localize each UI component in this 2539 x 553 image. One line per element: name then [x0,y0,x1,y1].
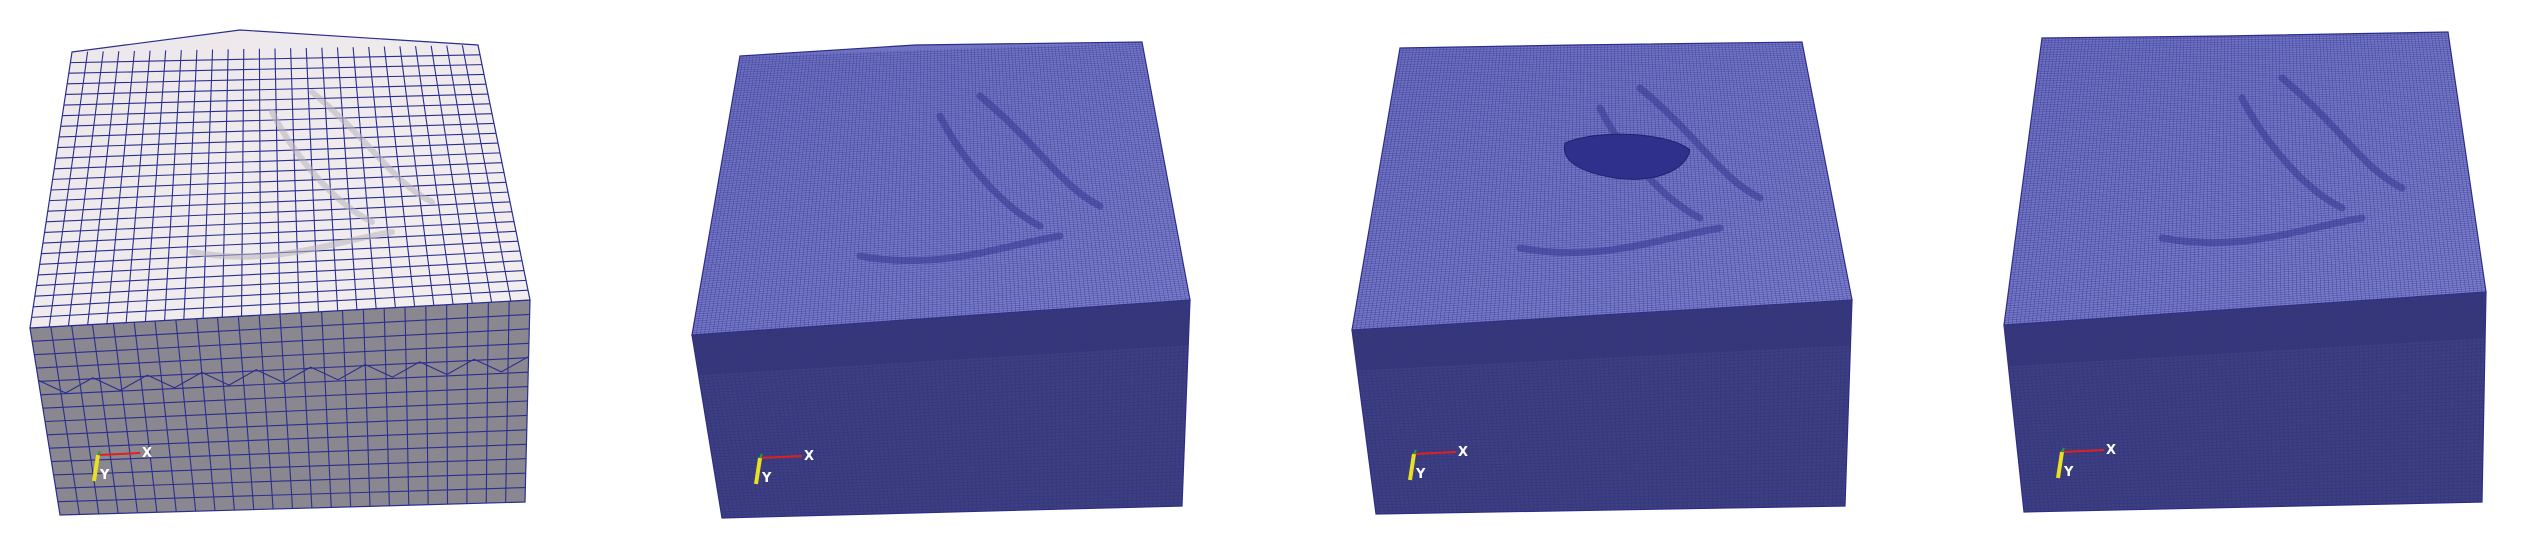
mesh-render-fine: XY [691,41,1191,519]
y-axis-label: Y [1415,467,1426,482]
y-axis-label: Y [99,468,110,483]
z-axis-arrow [97,450,101,456]
x-axis-label: X [142,446,152,461]
x-axis-label: X [1458,445,1468,460]
mesh-strata-band [692,300,1190,376]
orientation-axes: XY [2056,443,2116,480]
refined-mesh-patch [1563,133,1691,180]
mesh-render-fine-adaptive: XY [2003,31,2487,513]
terrain-ridges [856,92,1104,265]
z-axis-arrow [2061,447,2065,453]
y-axis-label: Y [761,471,772,486]
x-axis-label: X [804,449,814,464]
terrain-ridges [189,89,435,260]
y-axis-arrow [754,457,762,485]
x-axis-label: X [2106,443,2116,458]
x-axis-arrow [759,455,803,459]
terrain-ridges [2158,74,2406,247]
z-axis-arrow [1413,449,1417,455]
y-axis-arrow [2056,451,2064,479]
mesh-strata-band [2004,292,2486,367]
mesh-grid [2004,32,2486,512]
mesh-render-fine-refined: XY [1351,41,1853,515]
x-axis-arrow [1413,451,1457,455]
mesh-grid [1352,42,1852,514]
y-axis-label: Y [2063,465,2074,480]
mesh-grid [31,45,530,515]
x-axis-arrow [97,452,141,456]
orientation-axes: XY [1408,445,1468,482]
orientation-axes: XY [92,446,152,483]
orientation-axes: XY [754,449,814,486]
y-axis-arrow [92,454,100,482]
z-axis-arrow [759,453,763,459]
mesh-transition-zigzag [38,356,529,394]
x-axis-arrow [2061,449,2105,453]
mesh-strata-band [1352,300,1852,371]
y-axis-arrow [1408,453,1416,481]
mesh-render-coarse: XY [29,29,531,516]
